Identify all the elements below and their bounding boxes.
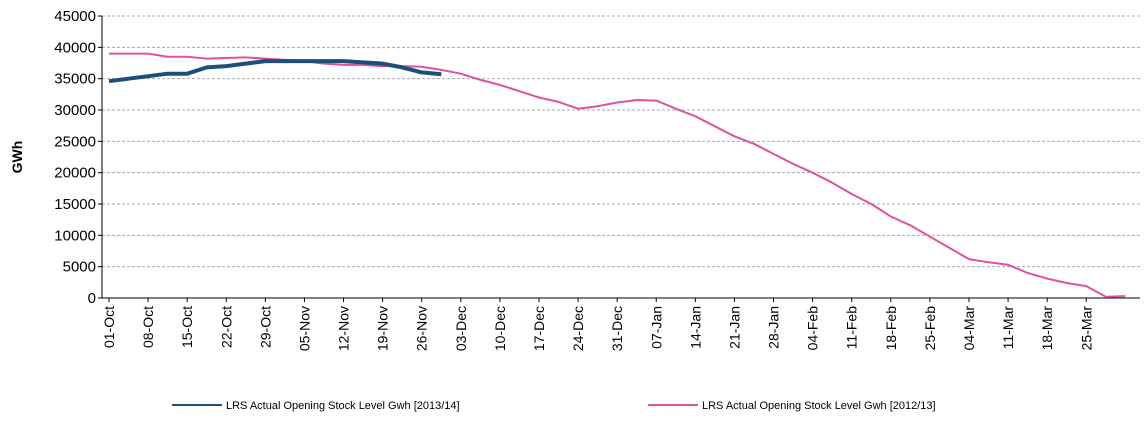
x-tick-label: 14-Jan [687, 306, 703, 349]
x-tick-label: 05-Nov [296, 306, 312, 351]
x-tick-label: 17-Dec [531, 306, 547, 351]
series-line [109, 52, 1126, 298]
x-tick-label: 01-Oct [101, 306, 117, 348]
x-tick-label: 04-Feb [805, 306, 821, 351]
x-tick-label: 08-Oct [140, 306, 156, 348]
legend-label: LRS Actual Opening Stock Level Gwh [2012… [702, 400, 936, 412]
y-tick-label: 30000 [54, 102, 96, 119]
y-tick-label: 20000 [54, 165, 96, 182]
x-tick-label: 18-Mar [1039, 306, 1055, 351]
y-tick-label: 40000 [54, 39, 96, 56]
x-tick-label: 04-Mar [961, 306, 977, 351]
x-tick-label: 31-Dec [609, 306, 625, 351]
x-tick-label: 15-Oct [179, 306, 195, 348]
x-tick-label: 12-Nov [336, 306, 352, 351]
x-tick-label: 11-Feb [844, 306, 860, 350]
x-tick-label: 11-Mar [1000, 306, 1016, 350]
x-tick-label: 03-Dec [453, 306, 469, 351]
x-tick-label: 24-Dec [570, 306, 586, 351]
y-tick-label: 10000 [54, 227, 96, 244]
y-tick-label: 0 [88, 290, 96, 307]
x-tick-label: 07-Jan [648, 306, 664, 349]
x-tick-label: 21-Jan [726, 306, 742, 349]
x-tick-label: 18-Feb [883, 306, 899, 351]
x-tick-label: 25-Mar [1078, 306, 1094, 351]
y-axis-label: GWh [9, 141, 25, 174]
y-tick-label: 25000 [54, 133, 96, 150]
x-tick-label: 28-Jan [766, 306, 782, 349]
x-tick-label: 10-Dec [492, 306, 508, 351]
x-tick-label: 26-Nov [414, 306, 430, 351]
legend-label: LRS Actual Opening Stock Level Gwh [2013… [226, 400, 460, 412]
y-tick-label: 35000 [54, 71, 96, 88]
y-tick-label: 45000 [54, 8, 96, 25]
y-tick-label: 5000 [63, 259, 96, 276]
y-tick-label: 15000 [54, 196, 96, 213]
x-tick-label: 22-Oct [218, 306, 234, 348]
x-tick-label: 19-Nov [375, 306, 391, 351]
x-tick-label: 29-Oct [257, 306, 273, 348]
series-line [108, 59, 442, 84]
x-tick-label: 25-Feb [922, 306, 938, 351]
